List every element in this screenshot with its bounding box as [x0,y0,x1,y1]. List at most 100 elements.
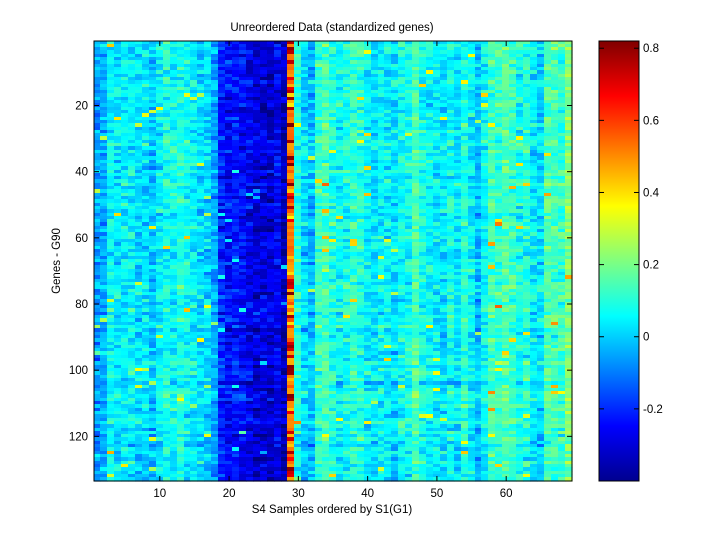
heatmap-cell [322,404,330,409]
heatmap-cell [135,246,143,250]
heatmap-cell [163,302,171,306]
heatmap-cell [114,229,122,233]
heatmap-cell [197,183,205,187]
heatmap-cell [246,338,254,343]
heatmap-cell [281,282,288,286]
heatmap-cell [218,47,226,51]
heatmap-cell [197,451,205,455]
heatmap-cell [135,47,143,51]
heatmap-cell [260,229,268,233]
heatmap-cell [267,265,275,270]
heatmap-cell [336,189,344,194]
heatmap-cell [163,361,171,366]
heatmap-cell [294,348,302,352]
heatmap-cell [225,381,233,386]
heatmap-cell [100,44,108,48]
heatmap-cell [170,216,178,220]
heatmap-cell [294,143,302,147]
heatmap-cell [94,355,101,359]
heatmap-cell [128,120,136,124]
heatmap-cell [128,289,136,293]
heatmap-cell [197,70,205,75]
heatmap-cell [260,236,268,240]
heatmap-cell [197,272,205,276]
heatmap-cell [281,123,288,128]
heatmap-cell [274,292,282,296]
heatmap-cell [184,216,191,220]
heatmap-cell [211,424,219,429]
heatmap-cell [121,454,129,458]
heatmap-cell [163,50,171,55]
heatmap-cell [128,100,136,104]
heatmap-cell [211,57,219,61]
heatmap-cell [287,226,295,230]
heatmap-cell [156,219,164,223]
heatmap-cell [260,87,268,91]
heatmap-cell [232,338,240,343]
heatmap-cell [274,408,282,412]
heatmap-cell [204,358,212,362]
heatmap-cell [135,272,143,276]
heatmap-cell [281,47,288,51]
heatmap-cell [336,467,344,472]
heatmap-cell [267,424,275,429]
heatmap-cell [107,239,115,243]
heatmap-cell [177,193,185,197]
heatmap-cell [142,437,150,442]
heatmap-cell [163,84,171,88]
heatmap-cell [184,404,191,409]
heatmap-cell [190,272,198,276]
heatmap-cell [267,391,275,395]
heatmap-cell [287,249,295,253]
heatmap-cell [114,269,122,273]
heatmap-cell [204,345,212,349]
heatmap-cell [329,328,337,333]
heatmap-cell [225,133,233,137]
heatmap-cell [225,332,233,336]
heatmap-cell [232,179,240,184]
heatmap-cell [100,441,108,445]
heatmap-cell [336,328,344,333]
heatmap-cell [163,325,171,329]
heatmap-cell [218,160,226,164]
heatmap-cell [107,272,115,276]
heatmap-cell [232,312,240,316]
heatmap-cell [246,474,254,478]
heatmap-cell [156,361,164,366]
heatmap-cell [218,173,226,177]
heatmap-cell [204,130,212,134]
heatmap-cell [281,216,288,220]
heatmap-cell [239,385,247,389]
heatmap-cell [177,93,185,98]
heatmap-cell [239,332,247,336]
heatmap-cell [218,457,226,462]
heatmap-cell [149,97,157,101]
heatmap-cell [135,90,143,94]
heatmap-cell [225,285,233,290]
heatmap-cell [114,408,122,412]
heatmap-cell [142,431,150,435]
heatmap-cell [190,441,198,445]
heatmap-cell [121,461,129,465]
heatmap-cell [107,421,115,425]
heatmap-cell [315,351,323,356]
heatmap-cell [267,259,275,263]
heatmap-cell [274,371,282,376]
heatmap-cell [267,351,275,356]
heatmap-cell [107,90,115,94]
heatmap-cell [281,385,288,389]
heatmap-cell [239,153,247,157]
heatmap-cell [170,408,178,412]
heatmap-cell [253,322,261,326]
heatmap-cell [204,50,212,55]
heatmap-cell [308,222,316,227]
heatmap-cell [253,385,261,389]
heatmap-cell [260,328,268,333]
heatmap-cell [107,133,115,137]
heatmap-cell [94,454,101,458]
heatmap-cell [204,282,212,286]
heatmap-cell [197,474,205,478]
heatmap-cell [94,143,101,147]
heatmap-cell [225,186,233,190]
heatmap-cell [253,285,261,290]
